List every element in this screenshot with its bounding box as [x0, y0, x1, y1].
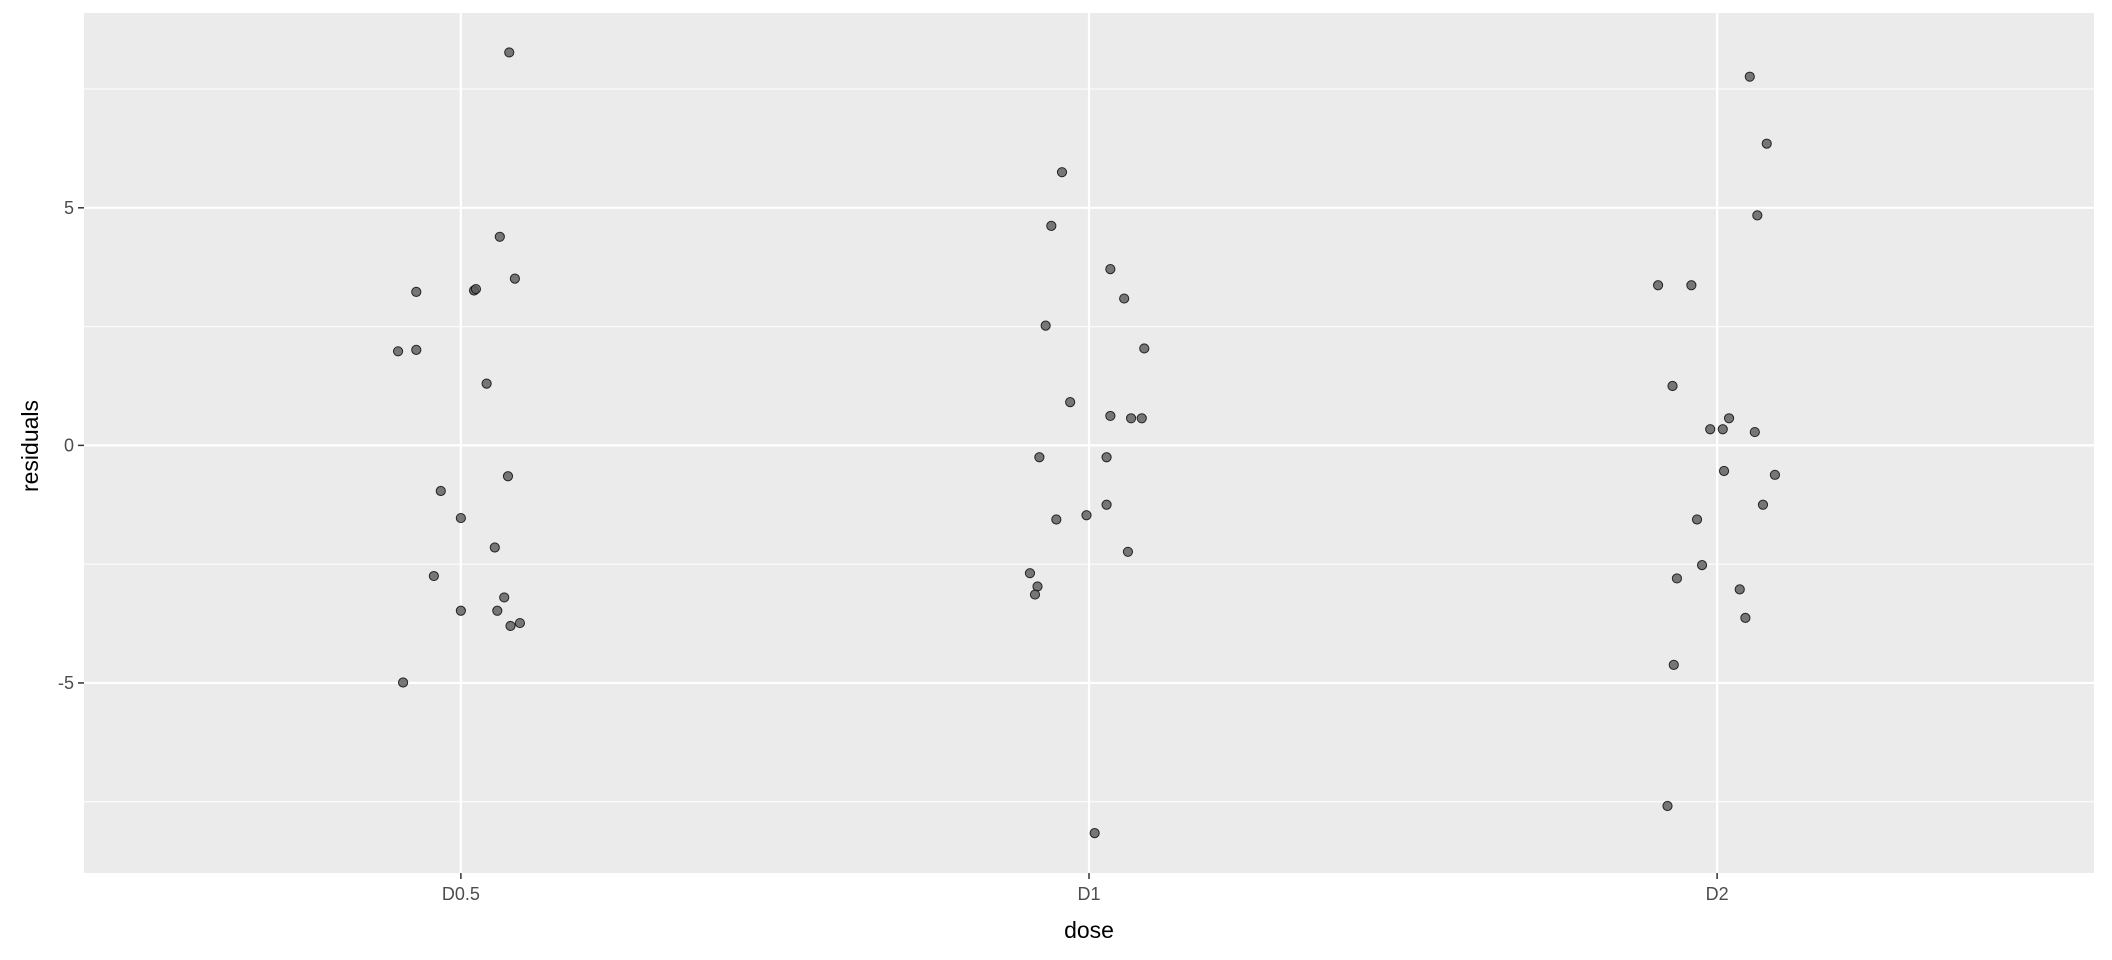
data-point: [1056, 167, 1068, 178]
data-point: [1752, 210, 1763, 221]
y-tick-label: -5: [58, 673, 74, 693]
data-point: [1761, 138, 1772, 149]
data-point: [455, 512, 466, 524]
data-point: [1122, 546, 1134, 557]
data-point: [1125, 413, 1137, 424]
data-point: [1024, 568, 1036, 579]
data-point: [1046, 220, 1057, 231]
x-axis-title: dose: [1064, 917, 1114, 943]
data-point: [1718, 465, 1730, 477]
data-point: [1652, 280, 1664, 291]
y-axis: -5 0 5: [58, 198, 84, 693]
data-point: [1081, 510, 1092, 521]
data-point: [455, 605, 466, 616]
data-point: [1089, 827, 1100, 839]
data-point: [1051, 514, 1062, 525]
data-point: [1696, 560, 1708, 571]
data-point: [1769, 469, 1781, 480]
x-axis: D0.5 D1 D2: [442, 873, 1729, 904]
data-point: [509, 273, 520, 284]
data-point: [1139, 343, 1150, 354]
data-point: [1691, 514, 1703, 525]
data-point: [1662, 800, 1673, 812]
data-point: [1740, 612, 1751, 623]
data-point: [481, 378, 492, 389]
data-point: [1744, 71, 1755, 82]
data-point: [505, 620, 516, 632]
data-point: [1749, 426, 1760, 438]
data-point: [1101, 499, 1112, 510]
x-tick-label: D0.5: [442, 884, 480, 904]
x-tick-label: D2: [1706, 884, 1729, 904]
y-axis-title: residuals: [17, 400, 43, 492]
data-point: [1667, 380, 1678, 392]
data-point: [494, 231, 505, 242]
data-point: [1686, 280, 1697, 291]
data-point: [1119, 293, 1130, 304]
data-point: [1105, 263, 1116, 275]
data-point: [1668, 659, 1679, 670]
data-point: [504, 47, 515, 58]
data-points: [392, 47, 1781, 839]
data-point: [1105, 410, 1116, 422]
data-point: [1723, 413, 1735, 424]
data-point: [392, 346, 404, 357]
data-point: [502, 471, 514, 482]
y-tick-label: 5: [64, 198, 74, 218]
data-point: [428, 570, 439, 582]
data-point: [1034, 452, 1045, 463]
data-point: [1065, 397, 1076, 408]
data-point: [499, 592, 510, 603]
data-point: [397, 677, 409, 688]
data-point: [470, 283, 482, 295]
data-point: [1734, 584, 1745, 595]
data-point: [1705, 424, 1716, 435]
data-point: [435, 485, 446, 497]
data-point: [411, 344, 422, 355]
data-point: [514, 617, 526, 629]
data-point: [492, 605, 503, 616]
data-point: [1671, 573, 1683, 584]
x-tick-label: D1: [1077, 884, 1100, 904]
data-point: [1757, 499, 1769, 510]
data-point: [489, 542, 500, 553]
data-point: [1029, 589, 1041, 600]
data-point: [1040, 320, 1051, 331]
data-point: [1101, 452, 1112, 463]
data-point: [1717, 424, 1728, 435]
gridlines: [84, 13, 2094, 873]
data-point: [411, 286, 422, 298]
data-point: [1136, 413, 1147, 424]
y-tick-label: 0: [64, 435, 74, 455]
